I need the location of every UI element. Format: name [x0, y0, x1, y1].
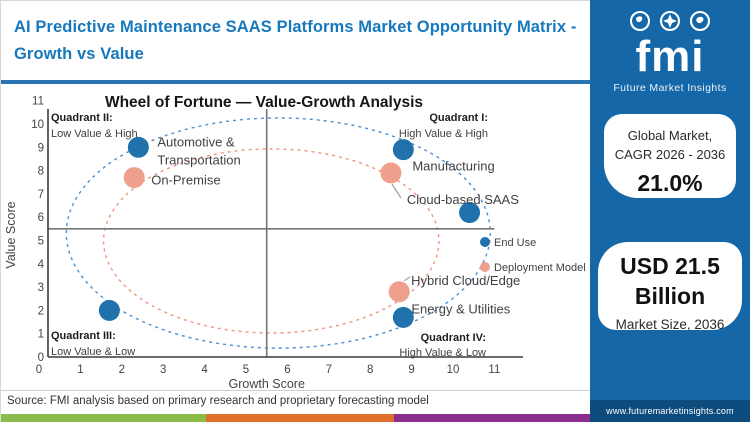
logo-subtext: Future Market Insights — [613, 82, 727, 94]
quadrant-name: Quadrant IV: — [421, 332, 486, 344]
quadrant-desc: Low Value & Low — [51, 346, 135, 358]
header: AI Predictive Maintenance SAAS Platforms… — [1, 1, 591, 68]
y-tick-label: 7 — [38, 189, 44, 201]
data-point-label: Manufacturing — [412, 159, 494, 174]
logo-globe-icons — [590, 8, 750, 39]
scatter-chart: 0 1 2 3 4 5 6 7 8 9 10 11 0 1 2 3 4 5 6 7 8 9 10 11 Growth Score… — [4, 94, 586, 391]
data-point-label: Automotive & Transportation — [157, 134, 240, 167]
market-size-caption: Market Size, 2036 — [615, 316, 725, 332]
x-tick-label: 11 — [488, 364, 500, 376]
y-tick-label: 0 — [38, 352, 44, 364]
end-use-ring — [65, 117, 491, 349]
y-tick-label: 1 — [38, 329, 44, 341]
globe-icon-2 — [689, 10, 711, 32]
x-tick-label: 1 — [77, 364, 83, 376]
stripe-purple — [394, 414, 591, 422]
x-tick-label: 0 — [36, 364, 42, 376]
x-tick-label: 4 — [201, 364, 208, 376]
header-accent-bar — [1, 80, 591, 84]
quadrant-name: Quadrant I: — [429, 112, 488, 124]
y-tick-label: 8 — [38, 166, 44, 178]
cagr-card: Global Market, CAGR 2026 - 2036 21.0% — [604, 114, 736, 198]
footer-color-stripe — [1, 414, 591, 422]
label-connector — [391, 183, 402, 199]
globe-continent — [636, 16, 643, 23]
data-point — [392, 139, 414, 161]
globe-icons-svg — [629, 10, 711, 32]
y-tick-label: 9 — [38, 142, 44, 154]
legend-label: End Use — [494, 237, 536, 249]
globe-icon — [629, 10, 651, 32]
data-point — [98, 299, 120, 321]
y-tick-label: 11 — [32, 96, 44, 108]
x-tick-label: 3 — [160, 364, 166, 376]
quadrant-desc: Low Value & High — [51, 128, 138, 140]
y-tick-label: 10 — [31, 119, 44, 131]
y-tick-label: 6 — [38, 212, 44, 224]
data-point — [380, 162, 402, 184]
compass-star — [663, 14, 677, 28]
legend-swatch — [480, 237, 490, 247]
legend-swatch — [480, 262, 490, 272]
data-point-label: Energy & Utilities — [411, 301, 510, 316]
logo-wordmark: fmi — [635, 32, 705, 81]
cagr-label-line1: Global Market, — [627, 128, 713, 143]
stripe-orange — [206, 414, 394, 422]
label-connector — [403, 276, 411, 282]
data-point — [388, 281, 410, 303]
data-point-label: Hybrid Cloud/Edge — [411, 273, 520, 288]
data-point-label: On-Premise — [151, 173, 220, 188]
y-tick-label: 3 — [38, 282, 44, 294]
website-url: www.futuremarketinsights.com — [590, 400, 750, 422]
cagr-label-line2: CAGR 2026 - 2036 — [614, 146, 726, 162]
page-title: AI Predictive Maintenance SAAS Platforms… — [14, 18, 577, 64]
brand-panel: fmi Future Market Insights Global Market… — [590, 0, 750, 422]
y-axis-title: Value Score — [4, 201, 18, 268]
data-point — [392, 306, 414, 328]
globe-continent-2 — [696, 16, 704, 24]
data-point — [127, 136, 149, 158]
legend-label: Deployment Model — [494, 262, 586, 274]
market-size-line2: Billion — [634, 282, 706, 309]
quadrant-desc: High Value & High — [399, 128, 488, 140]
quadrant-name: Quadrant II: — [51, 112, 113, 124]
x-tick-label: 8 — [367, 364, 373, 376]
fmi-logo: fmi Future Market Insights — [590, 8, 750, 94]
data-point — [123, 167, 145, 189]
cagr-value: 21.0% — [637, 169, 703, 196]
market-size-card: USD 21.5 Billion Market Size, 2036 — [598, 242, 742, 332]
x-tick-label: 5 — [243, 364, 249, 376]
quadrant-desc: High Value & Low — [399, 347, 486, 359]
y-tick-label: 5 — [38, 236, 44, 248]
market-size-line1: USD 21.5 — [620, 253, 720, 279]
data-point — [459, 202, 481, 224]
chart-card: AI Predictive Maintenance SAAS Platforms… — [0, 0, 591, 422]
y-tick-label: 2 — [38, 305, 44, 317]
stripe-green — [1, 414, 206, 422]
x-tick-label: 7 — [326, 364, 332, 376]
x-axis-title: Growth Score — [228, 377, 304, 391]
deployment-model-ring — [102, 148, 440, 334]
x-tick-label: 2 — [119, 364, 125, 376]
quadrant-name: Quadrant III: — [51, 330, 116, 342]
data-point-label: Cloud-based SAAS — [407, 192, 519, 207]
y-tick-label: 4 — [38, 259, 45, 271]
x-tick-label: 10 — [447, 364, 460, 376]
source-note: Source: FMI analysis based on primary re… — [1, 390, 591, 413]
chart-title: Wheel of Fortune — Value-Growth Analysis — [105, 94, 423, 111]
x-tick-label: 9 — [408, 364, 414, 376]
x-tick-label: 6 — [284, 364, 290, 376]
compass-icon — [659, 10, 681, 32]
